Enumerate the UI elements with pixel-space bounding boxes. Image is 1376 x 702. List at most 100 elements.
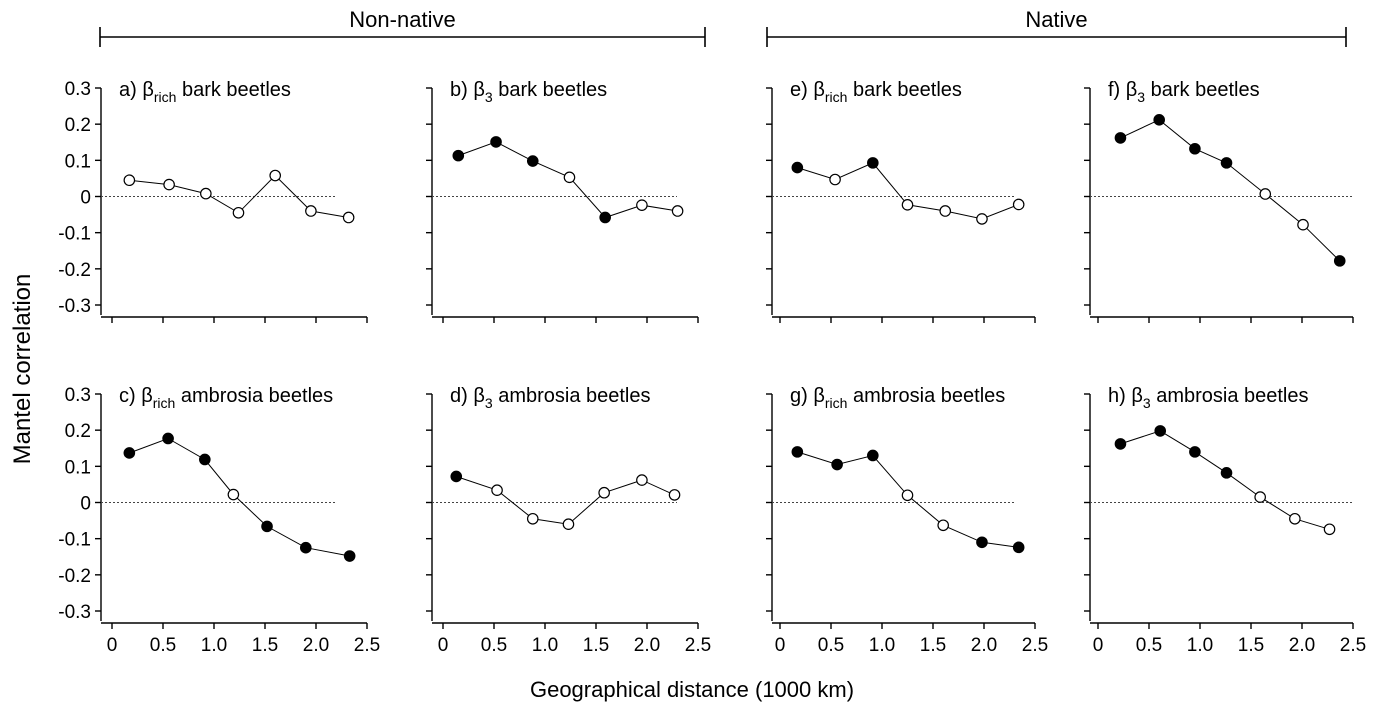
y-tick-label: 0.2	[65, 421, 91, 442]
x-tick-label: 0	[438, 635, 449, 656]
panel-title: b) β3 bark beetles	[450, 79, 607, 105]
data-point-open	[562, 518, 575, 530]
data-point-filled	[450, 470, 463, 483]
data-point-filled	[791, 446, 804, 458]
data-point-open	[123, 174, 136, 187]
data-point-open	[1289, 512, 1301, 525]
y-tick-label: 0.1	[65, 457, 91, 478]
data-point-open	[563, 171, 576, 184]
y-axis-label: Mantel correlation	[9, 274, 36, 465]
panel-e: e) βrich bark beetles	[766, 79, 1036, 323]
panels: 0.3 0.2 0.1 0 -0.1 -0.2 -0.3 a) βrich bark beet…	[58, 79, 1366, 656]
x-tick-label: 1.0	[1187, 635, 1213, 656]
data-point-open	[901, 489, 914, 502]
y-tick-label: 0	[80, 494, 91, 515]
data-point-open	[829, 173, 841, 186]
data-point-open	[232, 206, 245, 219]
y-tick-label: 0	[80, 188, 91, 209]
group-header-native: Native	[766, 7, 1347, 47]
data-point-filled	[1333, 255, 1346, 267]
y-tick-label: -0.3	[58, 296, 91, 317]
panel-c: 0.3 0.2 0.1 0 -0.1 -0.2 -0.3 0 0.5 1.0 1.5 2.0 2.5 c)…	[58, 385, 380, 656]
x-tick-label: 2.5	[1022, 635, 1048, 656]
x-tick-label: 1.5	[252, 635, 278, 656]
data-point-filled	[791, 161, 804, 174]
data-point-open	[1323, 523, 1336, 536]
data-point-filled	[1154, 425, 1167, 437]
x-tick-label: 2.0	[971, 635, 997, 656]
panel-b: b) β3 bark beetles	[426, 79, 699, 323]
data-point-open	[598, 486, 610, 499]
panel-title: e) βrich bark beetles	[790, 79, 962, 105]
data-point-filled	[162, 432, 174, 445]
x-tick-label: 2.0	[1289, 635, 1315, 656]
x-tick-label: 1.5	[920, 635, 946, 656]
data-point-open	[668, 489, 681, 501]
panel-a: 0.3 0.2 0.1 0 -0.1 -0.2 -0.3 a) βrich bark beet…	[58, 79, 368, 323]
series-line	[129, 437, 350, 557]
data-point-open	[671, 205, 684, 217]
data-point-filled	[490, 136, 502, 148]
data-point-filled	[1189, 446, 1201, 458]
y-tick-label: -0.2	[58, 566, 91, 587]
data-point-open	[526, 512, 539, 525]
data-point-open	[491, 484, 503, 497]
panel-f: f) β3 bark beetles	[1084, 79, 1354, 323]
x-tick-label: 2.0	[303, 635, 329, 656]
data-point-filled	[976, 536, 988, 549]
x-tick-label: 2.5	[354, 635, 380, 656]
data-point-filled	[1114, 132, 1127, 144]
y-tick-label: -0.3	[58, 602, 91, 623]
data-point-filled	[1220, 157, 1233, 169]
panel-title: d) β3 ambrosia beetles	[450, 385, 651, 411]
x-tick-label: 0.5	[1136, 635, 1162, 656]
data-point-open	[163, 178, 175, 191]
data-point-filled	[299, 541, 312, 554]
data-point-open	[976, 213, 988, 225]
panel-h: 0 0.5 1.0 1.5 2.0 2.5 h) β3 ambrosia beetles	[1084, 385, 1366, 656]
x-axis-label: Geographical distance (1000 km)	[530, 677, 854, 702]
data-point-open	[636, 474, 648, 486]
x-tick-label: 0.5	[818, 635, 844, 656]
x-tick-label: 0.5	[481, 635, 507, 656]
group-header-non-native: Non-native	[99, 7, 706, 47]
panel-g: 0 0.5 1.0 1.5 2.0 2.5 g) βrich ambrosia beetle…	[766, 385, 1048, 656]
data-point-filled	[452, 149, 465, 162]
x-tick-label: 0	[107, 635, 118, 656]
data-point-filled	[343, 550, 356, 562]
data-point-open	[227, 488, 240, 501]
data-point-filled	[867, 449, 879, 462]
x-tick-label: 2.0	[634, 635, 660, 656]
y-tick-label: -0.1	[58, 530, 91, 551]
x-tick-label: 0.5	[150, 635, 176, 656]
data-point-filled	[1153, 114, 1165, 126]
data-point-open	[1259, 188, 1272, 200]
panel-title: a) βrich bark beetles	[119, 79, 291, 105]
group-header-label: Native	[1025, 7, 1087, 32]
group-header-label: Non-native	[349, 7, 455, 32]
x-tick-label: 1.0	[532, 635, 558, 656]
data-point-filled	[199, 453, 211, 466]
y-tick-label: 0.1	[65, 151, 91, 172]
x-tick-label: 0	[1093, 635, 1104, 656]
data-point-filled	[1220, 467, 1233, 479]
data-point-filled	[867, 157, 879, 169]
x-tick-label: 0	[775, 635, 786, 656]
panel-title: g) βrich ambrosia beetles	[790, 385, 1005, 411]
data-point-filled	[123, 447, 136, 459]
panel-d: 0 0.5 1.0 1.5 2.0 2.5 d) β3 ambrosia beetles	[426, 385, 711, 656]
x-tick-label: 1.0	[869, 635, 895, 656]
x-tick-label: 1.0	[201, 635, 227, 656]
data-point-filled	[831, 458, 843, 471]
data-point-open	[200, 187, 212, 200]
group-headers: Non-native Native	[99, 7, 1347, 47]
data-point-filled	[526, 155, 539, 167]
series-line	[1120, 119, 1341, 262]
y-tick-label: 0.3	[65, 385, 91, 406]
data-point-filled	[1114, 438, 1127, 450]
x-tick-label: 2.5	[1340, 635, 1366, 656]
data-point-open	[937, 519, 949, 532]
data-point-filled	[599, 211, 611, 224]
x-tick-label: 1.5	[1238, 635, 1264, 656]
